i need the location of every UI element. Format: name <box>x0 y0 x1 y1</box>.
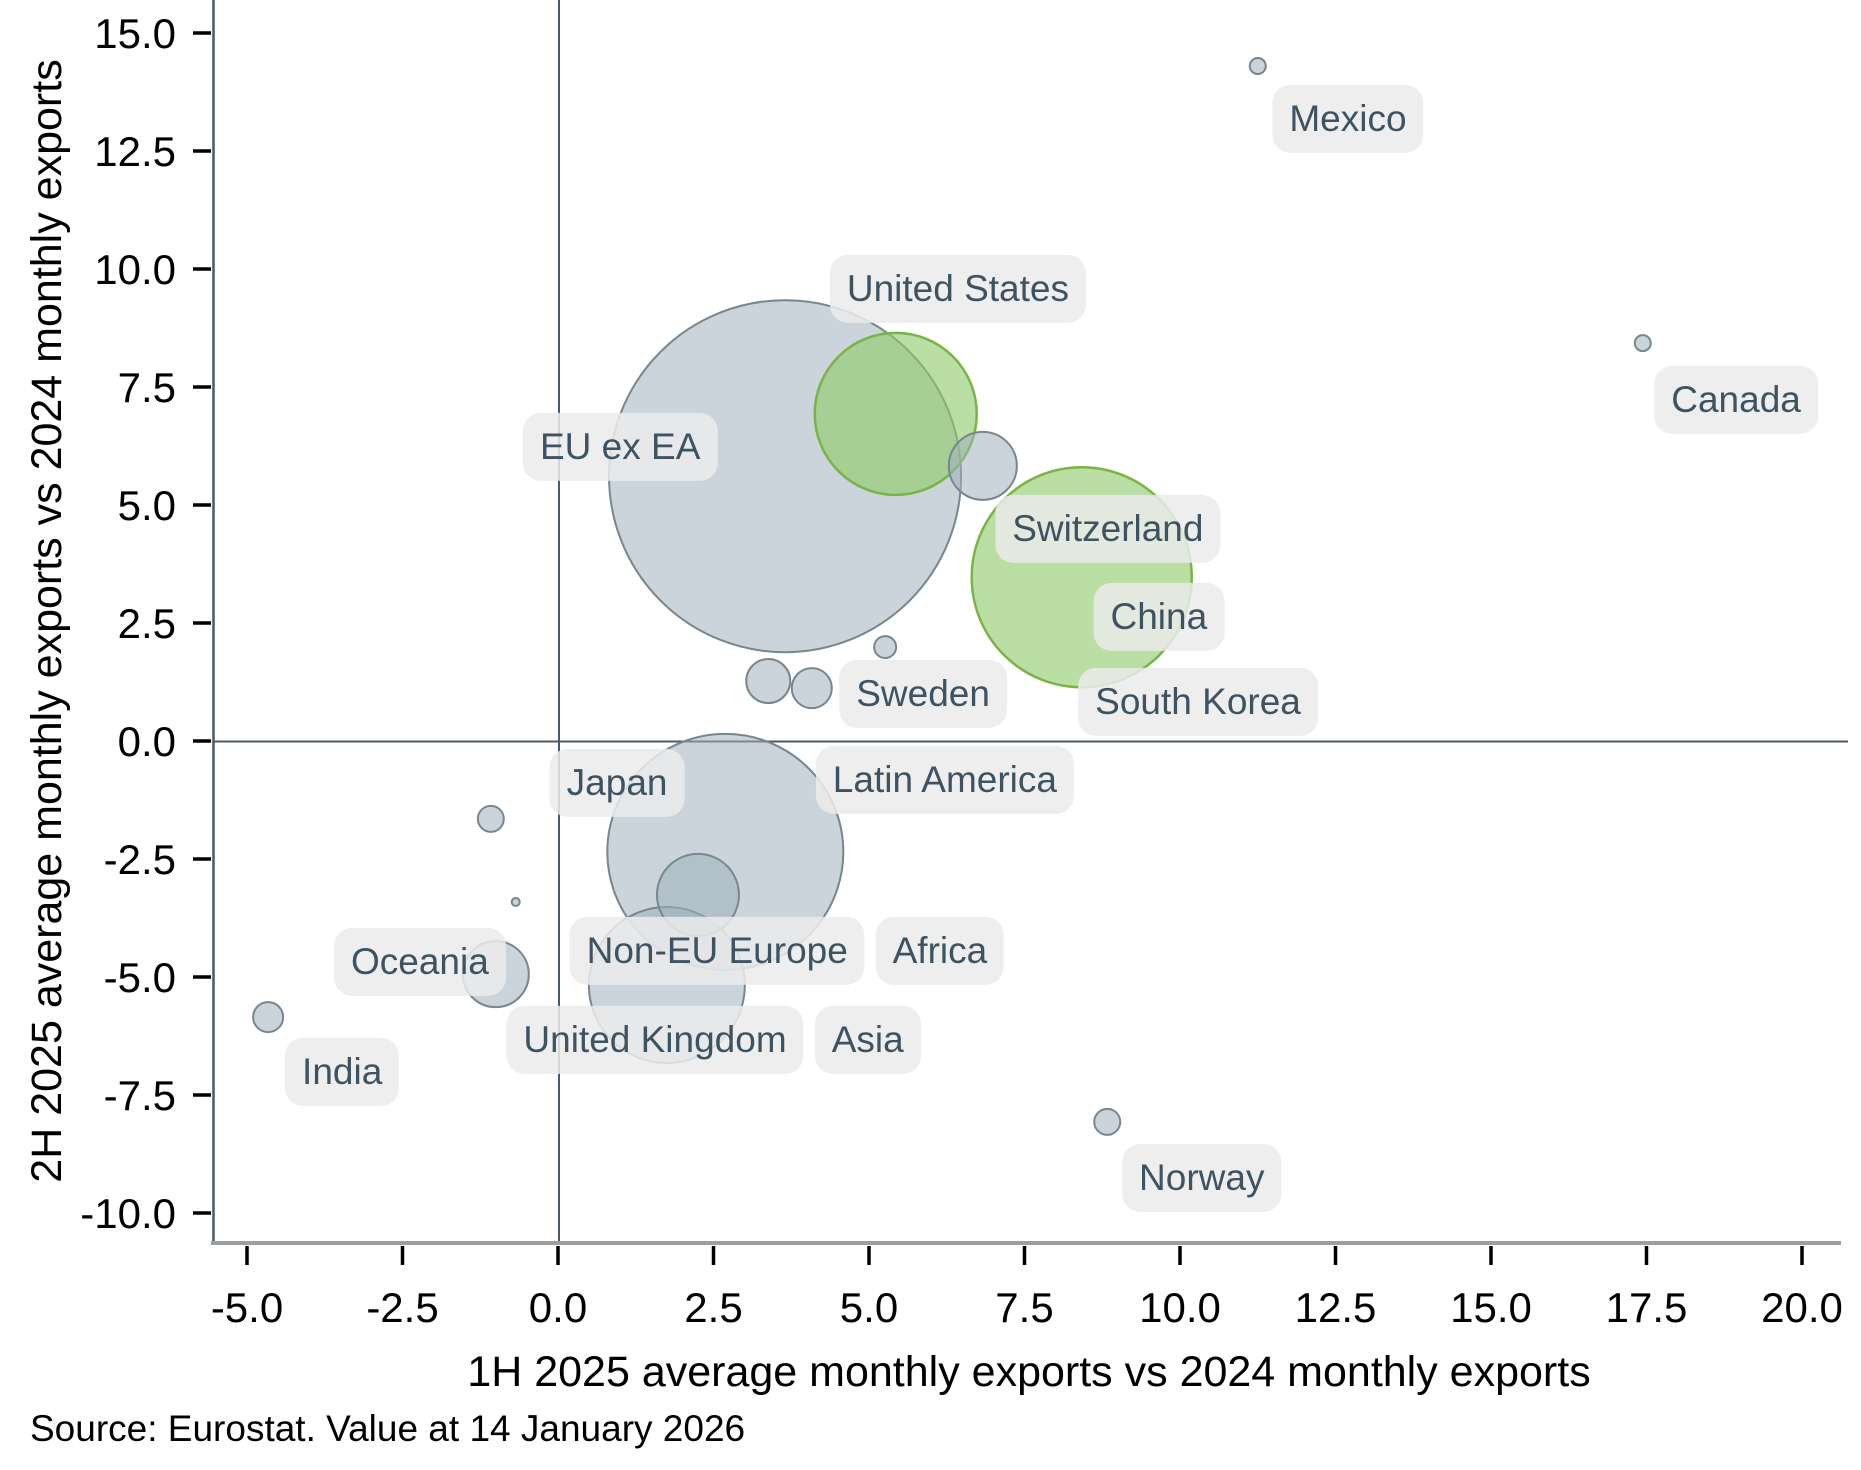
label-switzerland: Switzerland <box>995 494 1221 564</box>
label-eu-ex-ea: EU ex EA <box>522 412 718 482</box>
label-oceania: Oceania <box>334 927 506 997</box>
bubble-sweden <box>873 635 898 660</box>
x-tick-label: -2.5 <box>366 1284 438 1331</box>
bubble-unlabeled-dot <box>510 896 521 907</box>
y-tick-label: -2.5 <box>104 836 176 883</box>
bubble-japan <box>476 804 505 833</box>
x-tick-label: -5.0 <box>211 1284 283 1331</box>
label-india: India <box>285 1037 400 1106</box>
label-mexico: Mexico <box>1272 84 1424 154</box>
y-tick-label: 12.5 <box>94 128 176 175</box>
y-tick-label: 2.5 <box>118 600 176 647</box>
bubble-united-states <box>813 331 978 497</box>
label-africa: Africa <box>875 916 1005 986</box>
bubble-india <box>252 1001 285 1034</box>
x-tick-label: 17.5 <box>1606 1284 1688 1331</box>
y-tick-label: -7.5 <box>104 1072 176 1119</box>
x-tick-label: 7.5 <box>995 1284 1053 1331</box>
x-tick-label: 2.5 <box>684 1284 742 1331</box>
y-tick-label: 0.0 <box>118 718 176 765</box>
y-axis-title: 2H 2025 average monthly exports vs 2024 … <box>23 59 71 1183</box>
label-japan: Japan <box>549 748 685 818</box>
y-tick-label: 15.0 <box>94 10 176 57</box>
bubble-switzerland <box>947 430 1018 501</box>
y-tick-label: 7.5 <box>118 364 176 411</box>
x-tick-label: 0.0 <box>529 1284 587 1331</box>
label-south-korea: South Korea <box>1078 667 1318 736</box>
y-tick-label: -5.0 <box>104 954 176 1001</box>
label-united-states: United States <box>829 254 1087 323</box>
label-norway: Norway <box>1122 1143 1282 1213</box>
label-non-eu-europe: Non-EU Europe <box>569 916 865 986</box>
label-china: China <box>1093 582 1225 651</box>
bubble-unlabeled-b <box>790 667 833 710</box>
bubble-canada <box>1633 334 1652 353</box>
label-canada: Canada <box>1654 366 1818 435</box>
y-tick-label: -10.0 <box>80 1190 176 1237</box>
x-tick-label: 5.0 <box>840 1284 898 1331</box>
bubble-mexico <box>1248 57 1267 76</box>
label-united-kingdom: United Kingdom <box>506 1005 804 1074</box>
y-tick-label: 10.0 <box>94 246 176 293</box>
bubble-unlabeled-a <box>745 658 792 705</box>
x-tick-label: 20.0 <box>1761 1284 1843 1331</box>
x-tick-label: 12.5 <box>1295 1284 1377 1331</box>
x-tick-label: 10.0 <box>1139 1284 1221 1331</box>
y-tick-label: 5.0 <box>118 482 176 529</box>
bubble-norway <box>1093 1107 1122 1136</box>
label-sweden: Sweden <box>839 659 1007 728</box>
label-latin-america: Latin America <box>815 746 1074 815</box>
x-tick-label: 15.0 <box>1450 1284 1532 1331</box>
label-asia: Asia <box>814 1005 921 1074</box>
x-axis-title: 1H 2025 average monthly exports vs 2024 … <box>467 1348 1591 1396</box>
source-note: Source: Eurostat. Value at 14 January 20… <box>30 1408 746 1449</box>
